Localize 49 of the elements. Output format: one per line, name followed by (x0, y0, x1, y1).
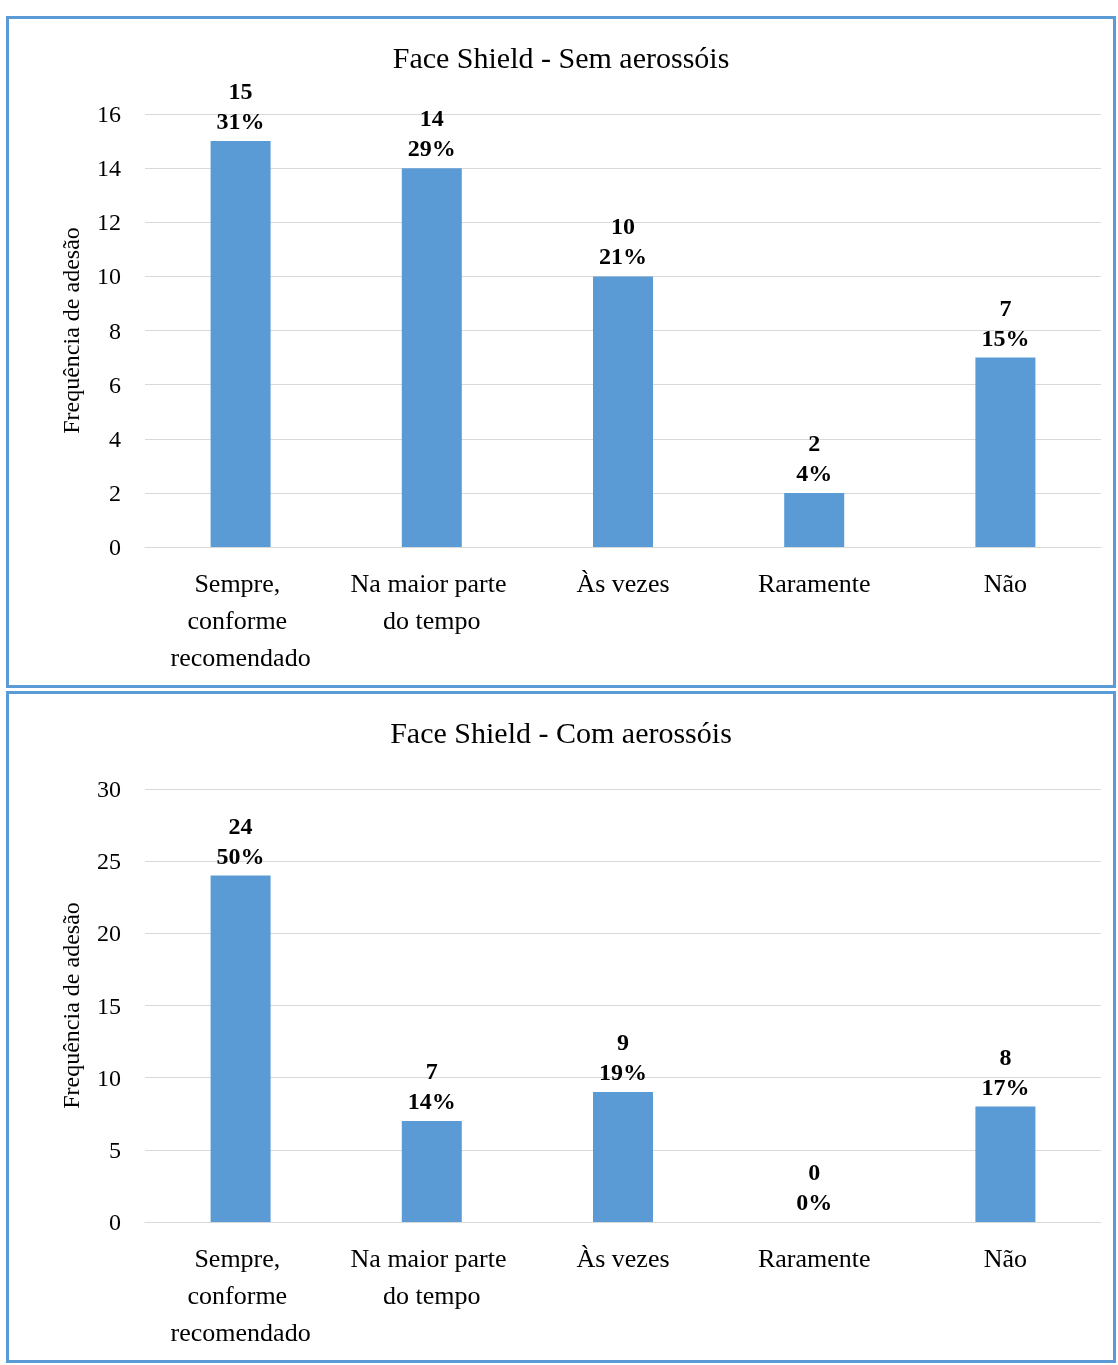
bar (975, 357, 1036, 547)
x-tick-label: Sempre, conforme recomendado (170, 569, 311, 672)
bar (975, 1106, 1036, 1222)
x-tick-label: Às vezes (576, 569, 670, 598)
x-tick-label: Não (983, 569, 1028, 598)
y-tick-label: 4 (109, 425, 121, 452)
bar (401, 1120, 462, 1222)
x-tick-label: Raramente (757, 1244, 871, 1273)
data-label: 15 31% (216, 78, 265, 135)
y-tick-label: 14 (97, 155, 121, 182)
bar (593, 276, 653, 547)
bar (210, 141, 271, 547)
data-label: 7 14% (407, 1057, 456, 1114)
y-tick-label: 12 (97, 209, 121, 236)
data-label: 2 4% (796, 429, 833, 486)
y-tick-label: 0 (109, 1209, 121, 1235)
y-tick-label: 8 (109, 317, 121, 344)
chart-title: Face Shield - Sem aerossóis (392, 40, 730, 74)
y-tick-label: 5 (109, 1136, 121, 1163)
data-label: 9 19% (599, 1029, 647, 1086)
y-tick-label: 15 (97, 992, 121, 1019)
y-axis-title: Frequência de adesão (58, 227, 84, 434)
x-tick-label: Não (983, 1244, 1028, 1273)
data-label: 14 29% (407, 105, 456, 162)
x-tick-label: Na maior parte do tempo (350, 569, 514, 635)
x-tick-label: Na maior parte do tempo (350, 1244, 514, 1310)
bar (210, 875, 271, 1222)
x-tick-label: Às vezes (576, 1244, 670, 1273)
y-tick-label: 20 (97, 920, 121, 947)
y-tick-label: 10 (97, 263, 121, 290)
data-label: 10 21% (599, 213, 647, 270)
y-axis-title: Frequência de adesão (58, 902, 84, 1109)
y-tick-label: 0 (109, 534, 121, 560)
y-tick-label: 16 (97, 101, 121, 127)
y-tick-label: 6 (109, 371, 121, 398)
y-tick-label: 10 (97, 1064, 121, 1091)
y-tick-label: 2 (109, 479, 121, 506)
x-tick-label: Sempre, conforme recomendado (170, 1244, 311, 1347)
bar (784, 492, 845, 547)
y-tick-label: 25 (97, 848, 121, 875)
y-tick-label: 30 (97, 776, 121, 802)
data-label: 0 0% (796, 1159, 833, 1215)
chart-title: Face Shield - Com aerossóis (390, 715, 732, 749)
bar (401, 168, 462, 547)
bar (593, 1092, 653, 1222)
data-label: 24 50% (216, 812, 265, 869)
x-tick-label: Raramente (757, 569, 871, 598)
data-label: 8 17% (981, 1043, 1030, 1100)
data-label: 7 15% (981, 294, 1030, 351)
